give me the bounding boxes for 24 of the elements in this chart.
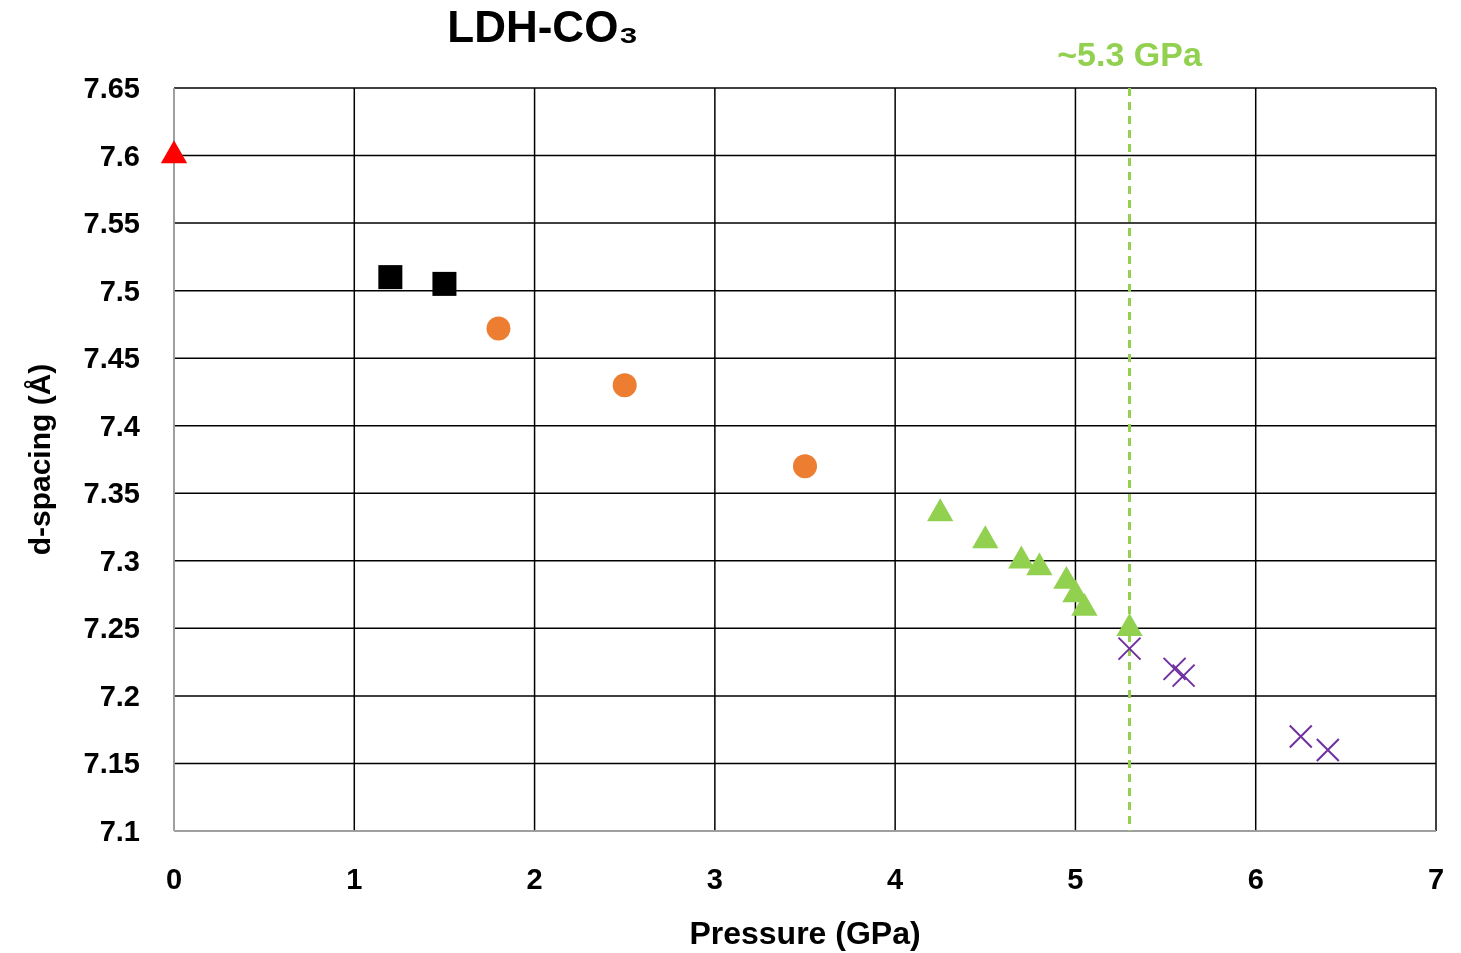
x-tick-label: 1: [346, 863, 363, 895]
ref-line-label: ~5.3 GPa: [1057, 35, 1203, 73]
y-tick-label: 7.4: [99, 409, 140, 442]
x-tick-label: 6: [1247, 863, 1264, 895]
y-tick-label: 7.5: [99, 274, 140, 307]
y-tick-label: 7.55: [83, 207, 140, 240]
x-tick-label: 0: [165, 863, 183, 895]
x-tick-label: 7: [1427, 863, 1445, 895]
x-tick-label: 2: [526, 863, 543, 895]
x-tick-label: 4: [887, 863, 904, 895]
chart-title: LDH-CO₃: [447, 2, 639, 51]
y-axis-title: d-spacing (Å): [23, 363, 56, 556]
y-tick-label: 7.15: [83, 747, 140, 780]
x-tick-label: 5: [1067, 863, 1084, 895]
y-tick-label: 7.45: [83, 342, 140, 375]
y-tick-label: 7.6: [99, 139, 140, 172]
x-axis-title: Pressure (GPa): [689, 915, 921, 951]
y-tick-label: 7.3: [99, 544, 140, 577]
x-tick-label: 3: [706, 863, 723, 895]
y-tick-label: 7.1: [99, 815, 140, 847]
y-tick-label: 7.25: [83, 612, 140, 645]
y-tick-label: 7.65: [83, 72, 140, 104]
y-tick-label: 7.35: [83, 477, 140, 510]
y-tick-label: 7.2: [99, 679, 140, 712]
